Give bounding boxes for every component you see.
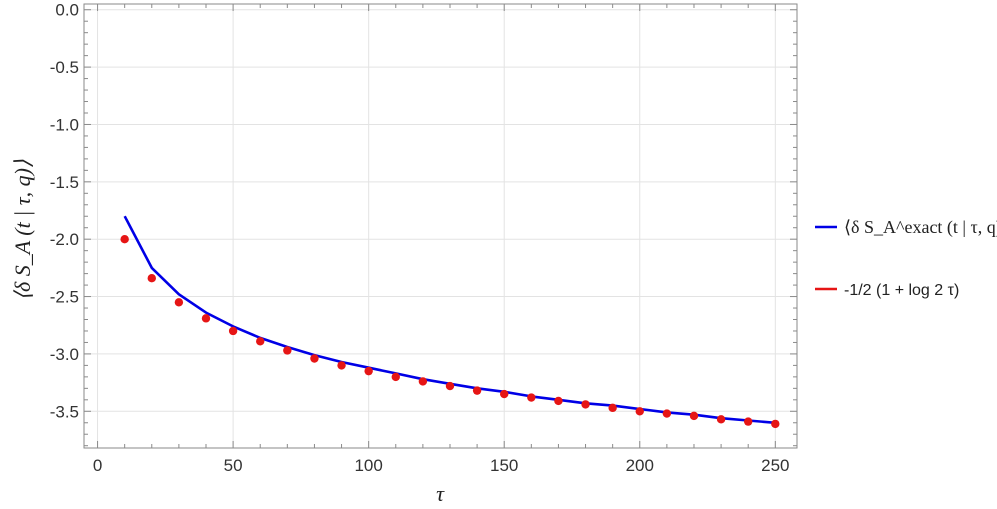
approx-point — [608, 403, 617, 413]
legend-label-approx: -1/2 (1 + log 2 τ) — [844, 282, 959, 299]
y-axis-title: ⟨δ S_A (t | τ, q)⟩ — [10, 159, 35, 301]
y-tick-label: -3.0 — [50, 345, 79, 364]
x-tick-label: 150 — [490, 456, 518, 475]
series-approx-points — [120, 234, 780, 429]
approx-point — [500, 389, 509, 399]
approx-point — [662, 409, 672, 418]
y-tick-label: -3.5 — [50, 402, 79, 421]
series-exact-line — [123, 215, 776, 425]
approx-point — [391, 372, 400, 382]
x-axis-title: τ — [436, 481, 445, 506]
approx-point — [283, 346, 292, 355]
x-tick-label: 0 — [93, 456, 102, 475]
legend-label-exact: ⟨δ S_A^exact (t | τ, q)⟩ — [844, 217, 997, 238]
approx-point — [744, 417, 753, 426]
y-axis-title-group: ⟨δ S_A (t | τ, q)⟩ — [10, 159, 35, 301]
approx-point — [310, 354, 319, 363]
approx-point — [256, 337, 265, 346]
approx-point — [147, 274, 156, 283]
exact-curve — [123, 215, 776, 425]
x-tick-label: 100 — [354, 456, 382, 475]
axis-ticks: 0 50 100 150 200 250 0.0 -0.5 -1.0 -1.5 -2.0 -2.5 -3… — [50, 1, 797, 475]
approx-point — [527, 393, 536, 402]
x-tick-label: 250 — [761, 456, 789, 475]
approx-point — [554, 396, 563, 406]
approx-point — [581, 400, 590, 409]
y-tick-label: -0.5 — [50, 58, 79, 77]
plot-frame — [83, 3, 798, 449]
approx-point — [635, 407, 644, 416]
x-tick-label: 200 — [626, 456, 654, 475]
x-tick-label: 50 — [224, 456, 243, 475]
approx-point — [337, 361, 346, 370]
approx-point — [364, 366, 373, 376]
approx-point — [771, 419, 780, 429]
y-tick-label: -2.0 — [50, 230, 79, 249]
approx-point — [472, 386, 482, 395]
approx-point — [120, 234, 129, 244]
approx-point — [445, 381, 455, 391]
y-tick-label: -1.5 — [50, 173, 79, 192]
approx-point — [418, 377, 428, 386]
approx-point — [716, 415, 726, 424]
approx-point — [201, 314, 211, 323]
approx-point — [228, 326, 238, 336]
y-tick-label: -2.5 — [50, 288, 79, 307]
y-tick-label: -1.0 — [50, 115, 79, 134]
grid — [84, 4, 797, 448]
approx-point — [689, 411, 699, 421]
legend: ⟨δ S_A^exact (t | τ, q)⟩ -1/2 (1 + log 2… — [815, 217, 997, 299]
approx-point — [174, 298, 184, 307]
y-tick-label: 0.0 — [55, 1, 79, 20]
